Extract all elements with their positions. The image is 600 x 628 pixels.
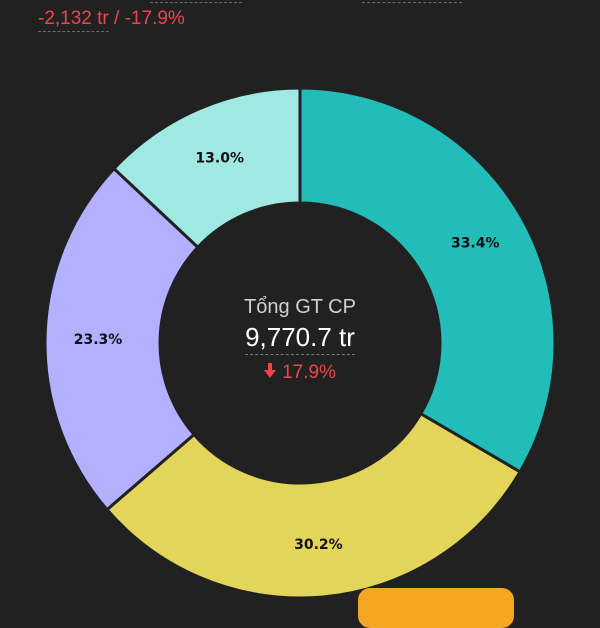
center-change: 17.9%	[200, 362, 400, 384]
action-button[interactable]	[358, 588, 514, 628]
center-total-value: 9,770.7 tr	[200, 322, 400, 355]
cut-off-underline	[362, 2, 462, 3]
cut-off-underline	[150, 2, 242, 3]
change-separator: /	[114, 8, 120, 29]
slice-percent-label: 33.4%	[451, 236, 500, 252]
center-title: Tổng GT CP	[244, 296, 356, 318]
slice-percent-label: 23.3%	[74, 332, 123, 348]
change-value: -2,132 tr	[38, 8, 109, 32]
slice-percent-label: 13.0%	[195, 151, 244, 167]
arrow-down-icon	[264, 363, 277, 378]
total-value-text: 9,770.7 tr	[245, 322, 355, 355]
donut-slice[interactable]	[43, 166, 200, 512]
allocation-donut-chart: 33.4% 30.2% 23.3% 13.0%	[43, 86, 557, 600]
change-percent-value: 17.9%	[282, 362, 336, 383]
donut-slice[interactable]	[104, 411, 523, 600]
donut-slice[interactable]	[298, 86, 557, 474]
donut-slice[interactable]	[111, 86, 302, 250]
slice-percent-label: 30.2%	[294, 537, 343, 553]
portfolio-change-summary: -2,132 tr / -17.9%	[38, 8, 185, 32]
change-percent: -17.9%	[124, 8, 185, 29]
